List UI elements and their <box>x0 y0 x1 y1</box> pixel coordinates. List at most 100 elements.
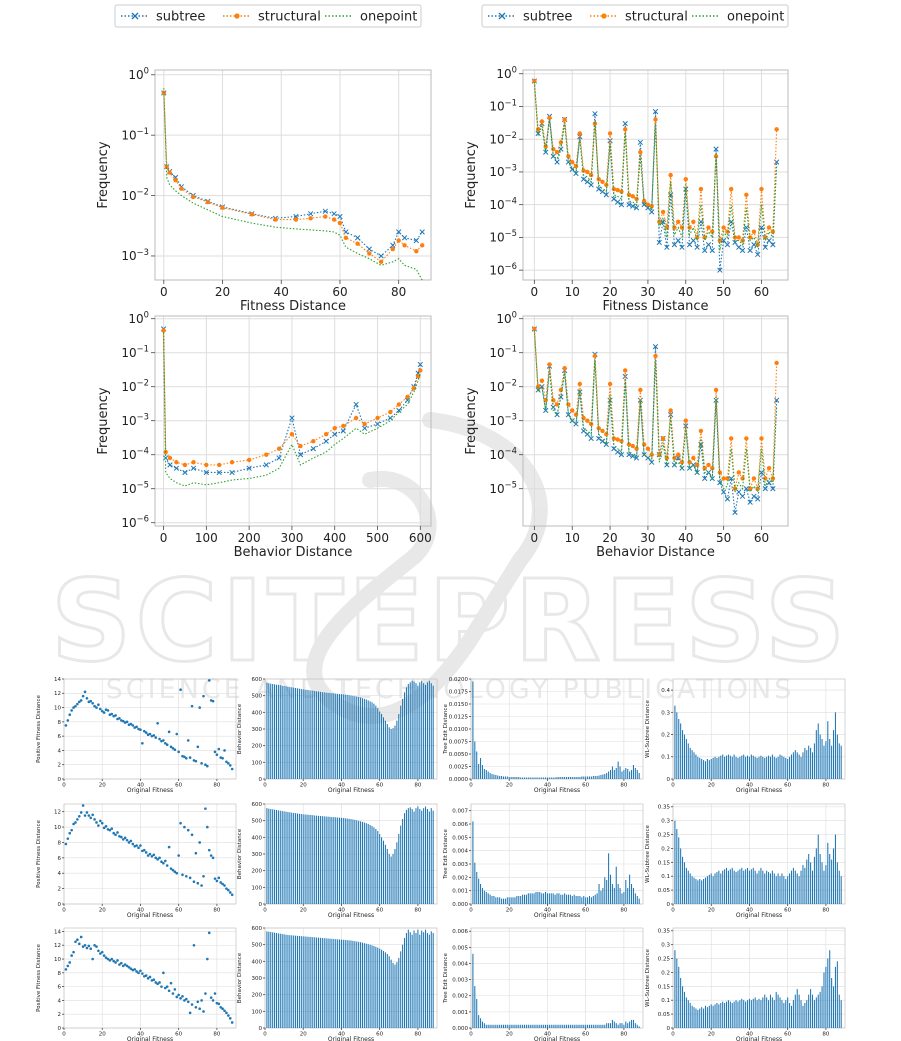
scatter-point <box>77 700 81 704</box>
y-tick-label: 600 <box>252 677 263 683</box>
point-structural <box>702 466 707 471</box>
bar <box>838 994 840 1028</box>
x-tick-label: 10 <box>565 285 580 299</box>
bar <box>560 777 562 779</box>
point-structural <box>759 436 764 441</box>
bar <box>527 1024 529 1028</box>
bar <box>760 1000 762 1028</box>
scatter-point <box>135 844 138 847</box>
scatter-point <box>85 946 89 950</box>
scatter-point <box>173 748 177 752</box>
x-tick-label: 20 <box>506 1032 513 1038</box>
x-tick-label: 20 <box>99 783 106 789</box>
bar <box>598 1024 600 1028</box>
bar <box>529 893 531 904</box>
legend-marker-subtree <box>131 12 139 20</box>
point-structural <box>577 131 582 136</box>
bar <box>545 1024 547 1028</box>
point-structural <box>706 462 711 468</box>
bar <box>546 777 548 779</box>
bar <box>558 893 560 904</box>
y-tick-label: 12 <box>54 691 61 697</box>
scatter-point <box>118 716 121 720</box>
bar <box>706 876 708 904</box>
bar <box>409 807 411 904</box>
x-tick-label: 80 <box>822 1032 829 1038</box>
bar <box>423 808 425 904</box>
x-tick-label: 20 <box>708 1032 715 1038</box>
scatter-point <box>139 844 142 847</box>
bar <box>609 770 612 779</box>
bar <box>567 1024 569 1028</box>
bar <box>766 756 768 779</box>
bar <box>533 1024 535 1028</box>
bar <box>518 1024 520 1028</box>
bar <box>815 997 817 1028</box>
bar <box>483 769 485 779</box>
point-subtree <box>713 146 719 152</box>
x-tick-label: 20 <box>506 908 513 914</box>
bar <box>838 743 840 779</box>
bar <box>520 896 522 904</box>
bar <box>577 896 579 904</box>
bar <box>608 771 610 779</box>
y-axis-label: WL-Subtree Distance <box>645 825 651 883</box>
bar <box>497 775 499 779</box>
legends: subtree structural onepoint subtree structur… <box>114 4 789 28</box>
x-axis-label: Original Fitness <box>328 1036 374 1041</box>
y-tick-label: 0.2 <box>661 970 670 976</box>
scatter-point <box>211 856 215 860</box>
bar <box>310 690 312 779</box>
bar <box>331 817 333 904</box>
bar <box>491 774 493 779</box>
bar <box>769 873 771 904</box>
scatter-point <box>154 981 158 984</box>
bar <box>682 986 684 1028</box>
y-tick-label: 0.0150 <box>449 702 469 708</box>
bar <box>535 777 537 779</box>
bar <box>796 873 798 904</box>
x-tick-label: 60 <box>376 783 383 789</box>
scatter-point <box>186 739 190 742</box>
bar <box>377 947 379 1028</box>
bar <box>683 862 685 904</box>
bar <box>512 1024 514 1028</box>
scatter-point <box>137 846 140 850</box>
bar <box>600 1024 602 1028</box>
bar <box>691 1005 693 1028</box>
point-structural <box>770 229 776 234</box>
y-tick-label: 8 <box>58 840 62 846</box>
scatter-point <box>106 957 110 961</box>
bar <box>535 892 537 904</box>
bar <box>390 729 392 779</box>
bar <box>708 1005 710 1028</box>
bar <box>697 1009 699 1028</box>
bar <box>806 750 808 779</box>
bar <box>367 944 369 1028</box>
bar <box>306 689 308 779</box>
bar <box>300 936 302 1028</box>
point-subtree <box>743 486 750 492</box>
bar <box>695 879 697 904</box>
bar <box>285 934 287 1028</box>
bar <box>493 896 495 904</box>
bar <box>520 1024 522 1028</box>
bar <box>432 685 434 779</box>
bar <box>808 745 810 779</box>
y-tick-label: 100 <box>252 760 263 766</box>
point-structural <box>293 217 299 222</box>
bar <box>634 1023 636 1028</box>
bar <box>638 898 640 904</box>
bar <box>720 1003 722 1028</box>
bar <box>403 692 406 779</box>
point-structural <box>246 457 252 463</box>
x-axis-label: Fitness Distance <box>603 299 709 314</box>
bar <box>783 1003 785 1028</box>
y-tick-label: 0.25 <box>658 956 671 962</box>
bar <box>775 757 777 779</box>
bar <box>495 775 497 779</box>
bar <box>430 808 432 904</box>
bar <box>523 894 526 904</box>
bar <box>588 1024 591 1028</box>
bar <box>573 777 575 779</box>
